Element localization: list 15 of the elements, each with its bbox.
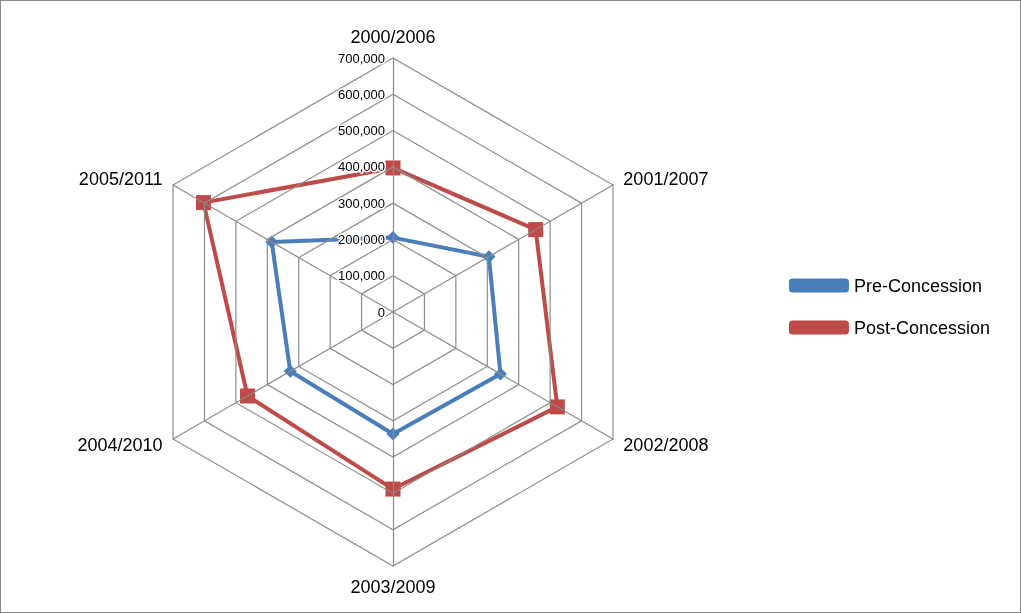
y-tick-label: 100,000: [338, 268, 385, 284]
legend-label: Post-Concession: [853, 317, 991, 338]
spoke-label: 2003/2009: [350, 577, 436, 597]
y-tick-label: 300,000: [338, 195, 385, 211]
spoke-label: 2001/2007: [623, 169, 709, 189]
y-tick-label: 0: [377, 304, 385, 320]
y-tick-label: 500,000: [338, 123, 385, 139]
spoke-label: 2000/2006: [350, 27, 436, 47]
spoke-label: 2004/2010: [77, 435, 163, 455]
legend-label: Pre-Concession: [853, 275, 982, 296]
y-tick-label: 400,000: [338, 159, 385, 175]
spoke-label: 2005/2011: [78, 169, 163, 189]
y-tick-label: 600,000: [338, 86, 385, 102]
spoke-label: 2002/2008: [623, 435, 709, 455]
y-tick-label: 700,000: [338, 50, 385, 66]
